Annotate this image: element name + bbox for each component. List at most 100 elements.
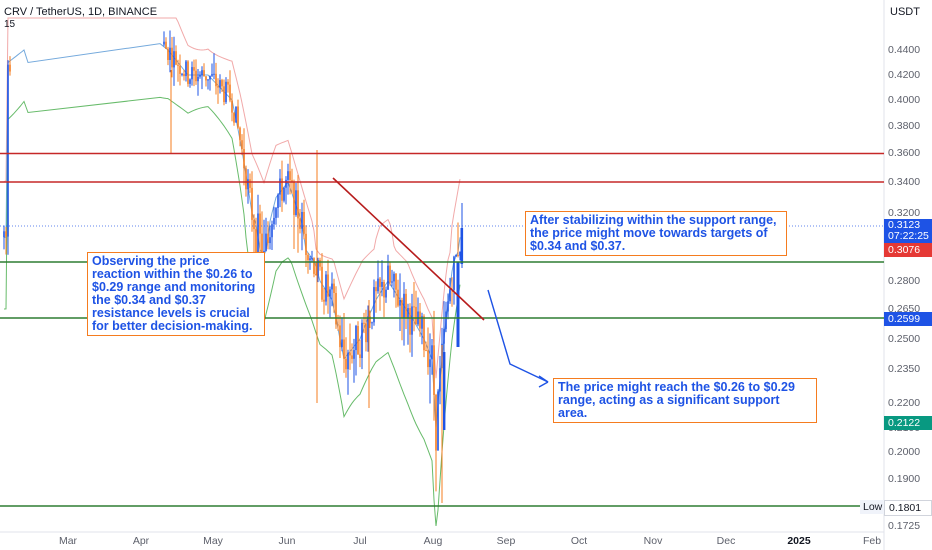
candle-body bbox=[7, 64, 9, 237]
candle-body bbox=[311, 258, 313, 260]
candle-body bbox=[219, 80, 221, 88]
support-level-box: 0.2599 bbox=[884, 312, 932, 326]
candle-body bbox=[291, 180, 293, 182]
candle-body bbox=[337, 324, 339, 326]
candle-body bbox=[189, 79, 191, 84]
candle-body bbox=[335, 293, 337, 325]
candle-body bbox=[9, 64, 11, 72]
candle-body bbox=[339, 325, 341, 348]
candle-body bbox=[257, 213, 259, 253]
candle-body bbox=[249, 179, 251, 188]
candle-body bbox=[405, 293, 407, 319]
candle-body bbox=[217, 86, 219, 88]
time-tick-label: Aug bbox=[423, 535, 443, 547]
candle-body bbox=[299, 218, 301, 229]
candle-body bbox=[201, 70, 203, 76]
candle-body bbox=[309, 258, 311, 261]
candle-body bbox=[389, 265, 391, 283]
candle-body bbox=[351, 355, 353, 359]
candle-body bbox=[429, 359, 431, 368]
price-tick-label: 0.2350 bbox=[888, 363, 921, 375]
symbol-title[interactable]: CRV / TetherUS, 1D, BINANCE bbox=[4, 6, 158, 18]
arrow-head bbox=[538, 375, 549, 388]
candle-body bbox=[447, 301, 449, 312]
candle-body bbox=[277, 194, 279, 208]
currency-unit[interactable]: USDT bbox=[890, 6, 920, 18]
candle-body bbox=[359, 354, 361, 358]
candle-body bbox=[177, 64, 179, 66]
candle-body bbox=[211, 74, 213, 76]
candle-body bbox=[183, 73, 185, 77]
time-tick-label: Sep bbox=[496, 535, 516, 547]
candle-body bbox=[195, 70, 197, 82]
bar-countdown: 07:22:25 bbox=[888, 230, 929, 242]
candle-body bbox=[167, 48, 169, 60]
candle-body bbox=[285, 179, 287, 188]
candle-body bbox=[255, 229, 257, 253]
candle-body bbox=[313, 258, 315, 274]
candle-body bbox=[251, 187, 253, 220]
candle-body bbox=[279, 178, 281, 195]
candle-body bbox=[383, 282, 385, 298]
time-tick-label: Dec bbox=[716, 535, 736, 547]
lower-band-box: 0.2122 bbox=[884, 416, 932, 430]
candle-body bbox=[341, 339, 343, 348]
candle-body bbox=[199, 75, 201, 77]
candle-body bbox=[411, 306, 413, 335]
time-tick-label: Feb bbox=[862, 535, 882, 547]
symbol-subtitle: 15 bbox=[4, 19, 16, 30]
time-tick-label: 2025 bbox=[787, 535, 811, 547]
candle-body bbox=[235, 106, 237, 123]
candle-body bbox=[391, 281, 393, 283]
candle-body bbox=[345, 358, 347, 370]
note-right-bottom[interactable]: The price might reach the $0.26 to $0.29… bbox=[553, 378, 817, 423]
price-tick-label: 0.3400 bbox=[888, 176, 921, 188]
candle-body bbox=[245, 168, 247, 190]
time-tick-label: Jul bbox=[353, 535, 367, 547]
candle-body bbox=[227, 81, 229, 85]
candle-body bbox=[315, 273, 317, 276]
time-tick-label: Apr bbox=[132, 535, 150, 547]
candle-body bbox=[445, 311, 447, 329]
candle-body bbox=[209, 75, 211, 80]
candle-body bbox=[435, 395, 437, 451]
price-tick-label: 0.4400 bbox=[888, 44, 921, 56]
candle-body bbox=[456, 262, 460, 347]
candle-body bbox=[297, 190, 299, 219]
candle-body bbox=[395, 273, 397, 290]
price-tick-label: 0.1900 bbox=[888, 473, 921, 485]
candle-body bbox=[457, 255, 459, 256]
candle-body bbox=[443, 328, 445, 344]
candle-body bbox=[367, 316, 369, 343]
candle-body bbox=[393, 273, 395, 282]
candle-body bbox=[373, 287, 375, 323]
price-tick-label: 0.2500 bbox=[888, 333, 921, 345]
candle-body bbox=[459, 251, 461, 256]
time-tick-label: May bbox=[203, 535, 223, 547]
candle-body bbox=[455, 255, 457, 257]
price-tick-label: 0.4000 bbox=[888, 94, 921, 106]
candle-body bbox=[327, 274, 329, 297]
candle-body bbox=[281, 178, 283, 201]
candle-body bbox=[363, 322, 365, 324]
note-right-top[interactable]: After stabilizing within the support ran… bbox=[525, 211, 787, 256]
candle-body bbox=[229, 84, 231, 101]
price-tick-label: 0.3600 bbox=[888, 147, 921, 159]
candle-body bbox=[403, 293, 405, 319]
candle-body bbox=[207, 79, 209, 81]
candle-body bbox=[273, 217, 275, 225]
candle-body bbox=[425, 350, 427, 352]
candle-body bbox=[225, 81, 227, 102]
price-tick-label: 0.1725 bbox=[888, 520, 921, 532]
candle-body bbox=[179, 65, 181, 74]
candle-body bbox=[399, 300, 401, 306]
note-left[interactable]: Observing the price reaction within the … bbox=[87, 252, 265, 336]
candle-body bbox=[379, 278, 381, 287]
candle-body bbox=[191, 67, 193, 80]
price-tick-label: 0.3800 bbox=[888, 120, 921, 132]
candle-body bbox=[357, 326, 359, 355]
candle-body bbox=[317, 260, 319, 276]
candle-body bbox=[271, 224, 273, 238]
time-tick-label: Jun bbox=[278, 535, 296, 547]
candle-body bbox=[163, 41, 165, 45]
